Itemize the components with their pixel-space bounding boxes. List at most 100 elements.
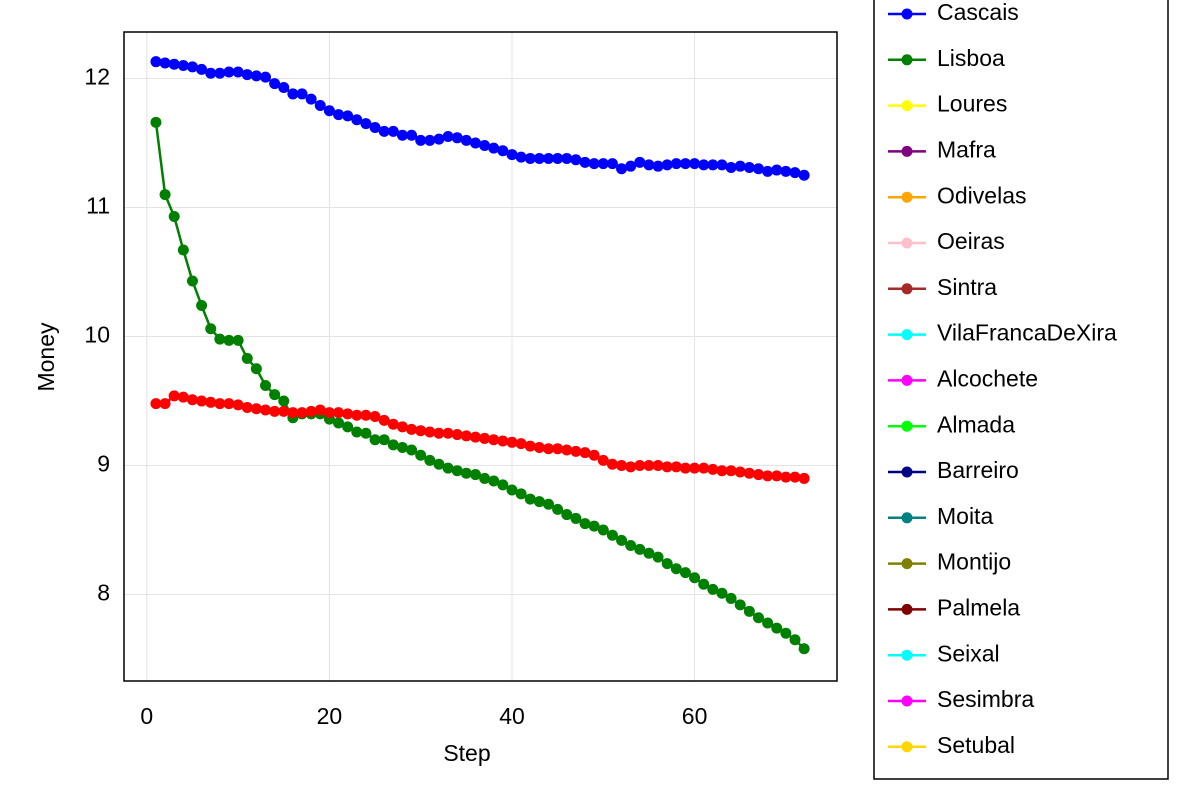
data-point [323, 105, 335, 117]
data-point [342, 421, 354, 433]
data-point [515, 438, 527, 450]
legend-label: Odivelas [937, 182, 1026, 208]
data-point [396, 129, 408, 141]
data-point [479, 432, 491, 444]
data-point [333, 417, 345, 429]
data-point [780, 165, 792, 177]
data-point [561, 444, 573, 456]
data-point [351, 409, 363, 421]
data-point [214, 398, 226, 410]
data-point [460, 134, 472, 146]
legend-marker [901, 420, 913, 432]
data-point [670, 563, 682, 575]
data-point [716, 465, 728, 477]
data-point [451, 429, 463, 441]
data-point [168, 58, 180, 70]
data-point [606, 529, 618, 541]
data-point [232, 334, 244, 346]
data-point [205, 323, 217, 335]
legend-label: Lisboa [937, 45, 1005, 71]
legend-label: Sesimbra [937, 686, 1034, 712]
legend-label: Almada [937, 411, 1015, 437]
legend-marker [901, 191, 913, 203]
data-point [186, 275, 198, 287]
x-axis-label: Step [443, 740, 490, 766]
data-point [260, 380, 272, 392]
data-point [232, 399, 244, 411]
data-point [469, 137, 481, 149]
data-point [205, 396, 217, 408]
data-point [652, 551, 664, 563]
data-point [497, 145, 509, 157]
data-point [707, 463, 719, 475]
data-point [214, 333, 226, 345]
data-point [707, 583, 719, 595]
series-line [154, 122, 806, 650]
data-point [771, 622, 783, 634]
y-tick-label: 9 [97, 451, 110, 477]
data-point [369, 121, 381, 133]
data-point [497, 435, 509, 447]
data-point [552, 503, 564, 515]
data-point [752, 163, 764, 175]
legend-marker [901, 283, 913, 295]
data-point [323, 407, 335, 419]
data-point [707, 159, 719, 171]
data-point [625, 540, 637, 552]
legend-label: Moita [937, 503, 993, 529]
data-point [524, 440, 536, 452]
data-point [625, 160, 637, 172]
data-point [442, 462, 454, 474]
legend-marker [901, 512, 913, 524]
data-point [734, 599, 746, 611]
data-point [771, 164, 783, 176]
data-point [661, 159, 673, 171]
data-point [698, 159, 710, 171]
data-point [488, 142, 500, 154]
data-point [433, 133, 445, 145]
data-point [469, 469, 481, 481]
data-point [150, 56, 162, 68]
data-point [369, 410, 381, 422]
data-point [634, 460, 646, 472]
data-point [698, 462, 710, 474]
data-point [333, 109, 345, 121]
data-point [734, 160, 746, 172]
data-point [716, 159, 728, 171]
data-point [451, 465, 463, 477]
data-point [269, 405, 281, 417]
data-point [780, 627, 792, 639]
legend-label: Setubal [937, 732, 1015, 758]
data-point [159, 57, 171, 69]
data-point [789, 634, 801, 646]
data-point [506, 484, 518, 496]
data-point [196, 300, 208, 312]
data-point [679, 462, 691, 474]
data-point [196, 395, 208, 407]
data-point [643, 159, 655, 171]
data-point [798, 643, 810, 655]
data-point [342, 110, 354, 122]
data-point [597, 158, 609, 170]
data-point [396, 441, 408, 453]
data-point [232, 66, 244, 78]
data-point [725, 465, 737, 477]
data-point [433, 458, 445, 470]
data-point [278, 395, 290, 407]
data-point [533, 152, 545, 164]
legend-label: Seixal [937, 640, 1000, 666]
data-point [460, 430, 472, 442]
legend-marker [901, 329, 913, 341]
data-point [369, 434, 381, 446]
data-point [241, 69, 253, 81]
data-point [670, 158, 682, 170]
data-point [278, 405, 290, 417]
data-point [670, 461, 682, 473]
legend-marker [901, 466, 913, 478]
data-point [150, 398, 162, 410]
data-point [634, 543, 646, 555]
data-point [460, 467, 472, 479]
legend-label: Alcochete [937, 365, 1038, 391]
data-point [360, 409, 372, 421]
data-point [260, 404, 272, 416]
